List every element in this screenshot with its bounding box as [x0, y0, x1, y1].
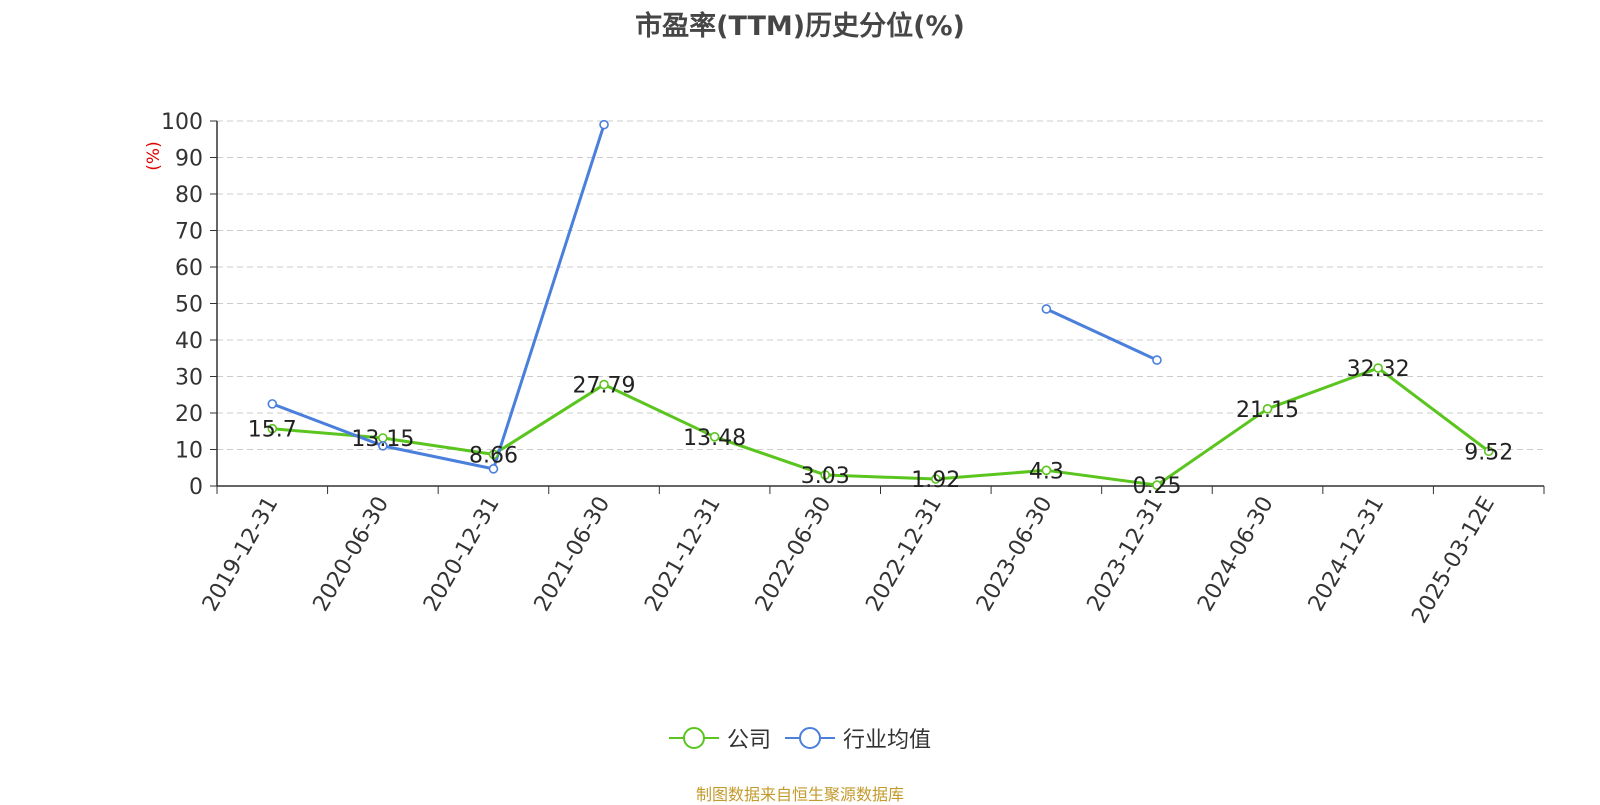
legend-company-label: 公司	[726, 728, 771, 753]
x-tick-label-2023-12-31: 2023-12-31	[1083, 493, 1169, 616]
point-0-2021-06-30	[599, 379, 609, 390]
data-label-2022-12-31: 1.92	[911, 468, 960, 493]
data-label-2022-06-30: 3.03	[801, 464, 850, 489]
legend-industry-label: 行业均值	[843, 728, 932, 753]
source-note: 制图数据来自恒生聚源数据库	[695, 785, 904, 804]
point-1-2023-06-30	[1041, 304, 1052, 314]
y-tick-label-80: 80	[175, 183, 203, 208]
point-1-2021-06-30	[599, 119, 609, 130]
y-tick-label-30: 30	[175, 366, 203, 391]
x-tick-label-2024-06-30: 2024-06-30	[1193, 493, 1279, 616]
legend-industry-icon	[785, 727, 835, 749]
legend-item-industry-avg[interactable]: 行业均值	[785, 722, 931, 754]
data-label-2023-06-30: 4.3	[1029, 459, 1064, 484]
y-tick-label-20: 20	[175, 402, 203, 427]
grid-lines	[217, 120, 1544, 450]
data-label-2020-06-30: 13.15	[351, 427, 414, 452]
y-tick-label-0: 0	[189, 475, 203, 500]
point-1-2019-12-31	[267, 399, 278, 409]
x-tick-label-2023-06-30: 2023-06-30	[972, 493, 1058, 616]
y-tick-label-40: 40	[175, 329, 203, 354]
chart-title: 市盈率(TTM)历史分位(%)	[635, 11, 965, 42]
y-tick-label-70: 70	[175, 220, 203, 245]
point-0-2021-12-31	[709, 431, 720, 442]
y-tick-label-50: 50	[175, 293, 203, 318]
data-label-2021-06-30: 27.79	[573, 374, 636, 399]
data-label-2021-12-31: 13.48	[683, 426, 746, 451]
point-0-2024-06-30	[1262, 404, 1273, 414]
x-tick-label-2022-12-31: 2022-12-31	[861, 493, 947, 616]
legend-company-icon	[668, 727, 719, 749]
point-0-2022-12-31	[930, 474, 941, 484]
legend: 公司 行业均值	[0, 722, 1600, 754]
point-1-2020-12-31	[488, 464, 499, 474]
data-points	[267, 119, 1494, 490]
point-0-2019-12-31	[267, 423, 278, 434]
y-tick-label-100: 100	[161, 110, 203, 135]
x-tick-label-2020-06-30: 2020-06-30	[308, 493, 394, 616]
x-tick-label-2022-06-30: 2022-06-30	[751, 493, 837, 616]
data-label-2019-12-31: 15.7	[248, 418, 297, 443]
point-1-2023-12-31	[1152, 355, 1162, 365]
y-axis-label: (%)	[144, 141, 164, 170]
x-tick-label-2021-06-30: 2021-06-30	[530, 493, 616, 616]
series-line-0	[272, 366, 1490, 487]
y-tick-label-10: 10	[175, 439, 203, 464]
point-0-2025-03-12E	[1483, 446, 1494, 457]
y-tick-label-90: 90	[175, 147, 203, 172]
data-label-2020-12-31: 8.66	[469, 443, 518, 468]
data-labels: 15.7 13.15 8.66 27.79 13.48 3.03 1.92 4.3 0.25 21…	[248, 357, 1513, 499]
x-tick-label-2025-03-12E: 2025-03-12E	[1407, 493, 1500, 628]
legend-item-company[interactable]: 公司	[668, 722, 771, 754]
data-label-2023-12-31: 0.25	[1132, 474, 1181, 499]
axes: 0 10 20 30 40 50 60 70 80 90 100 (%) 2019-12-31 2020-…	[144, 110, 1545, 628]
x-tick-label-2024-12-31: 2024-12-31	[1304, 493, 1390, 616]
series-line-1	[271, 124, 606, 471]
x-tick-label-2019-12-31: 2019-12-31	[198, 493, 284, 616]
point-1-2020-06-30	[378, 441, 388, 451]
y-tick-label-60: 60	[175, 256, 203, 281]
series-line-1	[1045, 307, 1158, 362]
data-label-2025-03-12E: 9.52	[1464, 440, 1513, 465]
data-label-2024-06-30: 21.15	[1236, 398, 1299, 423]
data-label-2024-12-31: 32.32	[1347, 357, 1410, 382]
x-tick-label-2021-12-31: 2021-12-31	[640, 493, 726, 616]
point-0-2023-06-30	[1041, 465, 1052, 476]
point-0-2023-12-31	[1152, 480, 1162, 490]
x-tick-label-2020-12-31: 2020-12-31	[419, 493, 505, 616]
point-0-2022-06-30	[820, 470, 831, 480]
series-lines	[271, 124, 1490, 487]
point-0-2024-12-31	[1373, 363, 1383, 373]
point-0-2020-12-31	[488, 449, 499, 460]
